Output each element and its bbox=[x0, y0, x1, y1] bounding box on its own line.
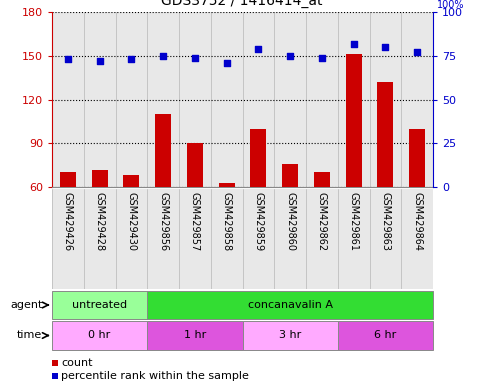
Text: time: time bbox=[17, 331, 43, 341]
Text: GSM429430: GSM429430 bbox=[127, 192, 136, 251]
Text: GSM429428: GSM429428 bbox=[95, 192, 105, 251]
Bar bbox=[52, 321, 147, 350]
Bar bbox=[242, 189, 274, 289]
Bar bbox=[314, 172, 330, 275]
Text: percentile rank within the sample: percentile rank within the sample bbox=[61, 371, 249, 381]
Bar bbox=[377, 82, 393, 275]
Bar bbox=[92, 169, 108, 275]
Bar bbox=[211, 189, 242, 289]
Bar bbox=[155, 114, 171, 275]
Text: 1 hr: 1 hr bbox=[184, 331, 206, 341]
Bar bbox=[147, 189, 179, 289]
Bar bbox=[52, 359, 58, 366]
Text: 3 hr: 3 hr bbox=[279, 331, 301, 341]
Bar bbox=[211, 12, 242, 187]
Bar bbox=[306, 189, 338, 289]
Text: GSM429856: GSM429856 bbox=[158, 192, 168, 251]
Text: GSM429858: GSM429858 bbox=[222, 192, 232, 251]
Text: GSM429857: GSM429857 bbox=[190, 192, 200, 251]
Text: GSM429426: GSM429426 bbox=[63, 192, 73, 251]
Bar bbox=[274, 12, 306, 187]
Bar bbox=[147, 321, 242, 350]
Point bbox=[318, 55, 326, 61]
Text: GSM429863: GSM429863 bbox=[381, 192, 390, 251]
Point bbox=[350, 40, 357, 46]
Bar bbox=[401, 12, 433, 187]
Bar bbox=[124, 175, 139, 275]
Point bbox=[255, 46, 262, 52]
Text: 100%: 100% bbox=[437, 0, 464, 10]
Text: count: count bbox=[61, 358, 93, 367]
Bar bbox=[338, 12, 369, 187]
Bar bbox=[346, 54, 362, 275]
Text: 6 hr: 6 hr bbox=[374, 331, 397, 341]
Bar bbox=[274, 189, 306, 289]
Text: GSM429864: GSM429864 bbox=[412, 192, 422, 251]
Text: GSM429860: GSM429860 bbox=[285, 192, 295, 251]
Text: agent: agent bbox=[10, 300, 43, 310]
Bar bbox=[306, 12, 338, 187]
Bar bbox=[401, 189, 433, 289]
Bar bbox=[251, 129, 266, 275]
Bar bbox=[84, 12, 115, 187]
Point bbox=[96, 58, 103, 64]
Bar bbox=[179, 189, 211, 289]
Bar bbox=[242, 321, 338, 350]
Bar bbox=[84, 189, 115, 289]
Bar bbox=[409, 129, 425, 275]
Bar bbox=[52, 189, 84, 289]
Bar bbox=[115, 189, 147, 289]
Bar bbox=[338, 321, 433, 350]
Text: concanavalin A: concanavalin A bbox=[248, 300, 333, 310]
Point bbox=[64, 56, 72, 62]
Bar bbox=[187, 143, 203, 275]
Point bbox=[382, 44, 389, 50]
Point bbox=[413, 49, 421, 55]
Bar bbox=[60, 172, 76, 275]
Text: GDS3752 / 1416414_at: GDS3752 / 1416414_at bbox=[161, 0, 322, 8]
Bar bbox=[219, 183, 235, 275]
Bar bbox=[147, 291, 433, 319]
Bar bbox=[52, 12, 84, 187]
Bar bbox=[115, 12, 147, 187]
Text: 0 hr: 0 hr bbox=[88, 331, 111, 341]
Point bbox=[128, 56, 135, 62]
Bar bbox=[52, 291, 147, 319]
Bar bbox=[338, 189, 369, 289]
Bar bbox=[179, 12, 211, 187]
Bar bbox=[369, 189, 401, 289]
Point bbox=[191, 55, 199, 61]
Bar bbox=[242, 12, 274, 187]
Point bbox=[159, 53, 167, 59]
Bar bbox=[282, 164, 298, 275]
Point bbox=[286, 53, 294, 59]
Bar bbox=[52, 373, 58, 379]
Point bbox=[223, 60, 230, 66]
Text: untreated: untreated bbox=[72, 300, 127, 310]
Bar bbox=[369, 12, 401, 187]
Text: GSM429861: GSM429861 bbox=[349, 192, 358, 251]
Text: GSM429862: GSM429862 bbox=[317, 192, 327, 251]
Bar bbox=[147, 12, 179, 187]
Text: GSM429859: GSM429859 bbox=[254, 192, 263, 251]
